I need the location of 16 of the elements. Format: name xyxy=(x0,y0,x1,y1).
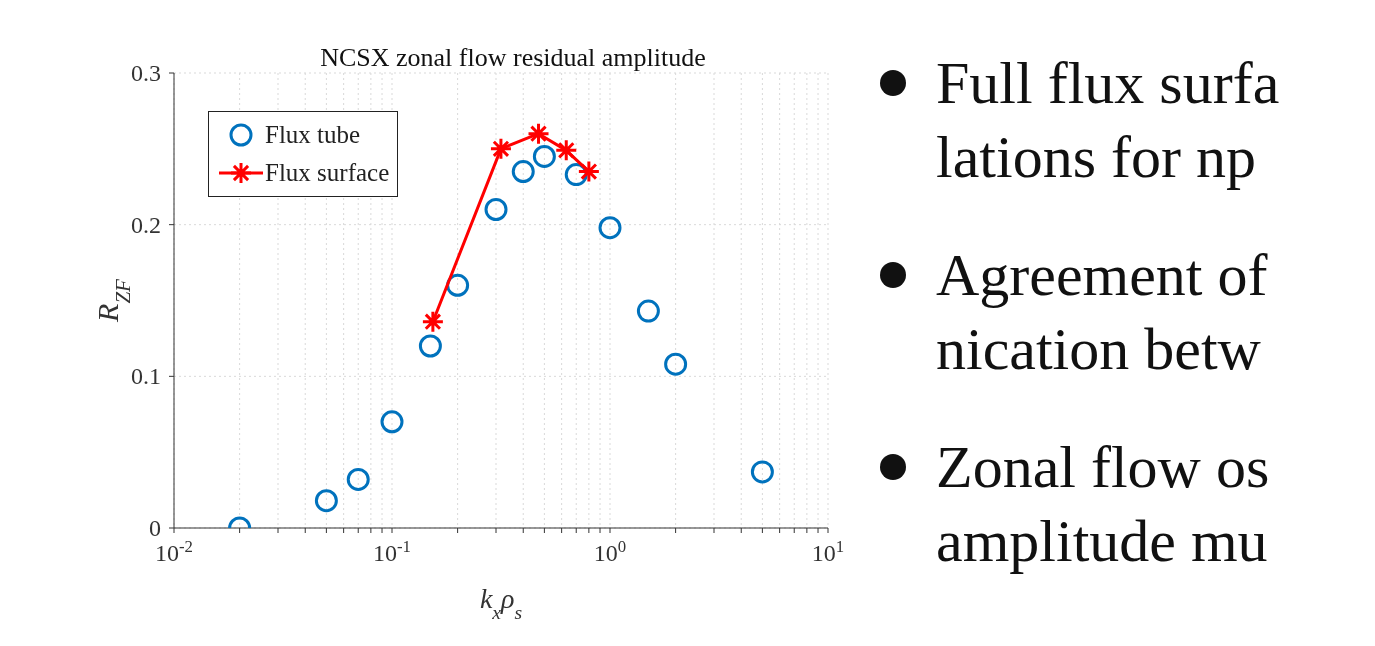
y-tick-label: 0.3 xyxy=(131,60,161,86)
legend-label: Flux tube xyxy=(265,120,361,150)
text: Full flux surfa xyxy=(936,49,1280,118)
text: nication betw xyxy=(936,315,1261,384)
legend-label: Flux surface xyxy=(265,158,390,188)
text: Agreement of xyxy=(936,241,1268,310)
text: lations for np xyxy=(936,123,1256,192)
text: amplitude mu xyxy=(936,507,1268,576)
x-tick-label: 10$^{0}$ xyxy=(593,536,627,566)
y-tick-label: 0.1 xyxy=(131,363,161,390)
text: Zonal flow os xyxy=(936,433,1270,502)
x-axis-title: k$_{x}$ρ$_{s}$ xyxy=(479,583,523,623)
chart-title: NCSX zonal flow residual amplitude xyxy=(320,43,706,72)
x-tick-label: 10$^{-1}$ xyxy=(373,536,411,566)
x-tick-label: 10$^{1}$ xyxy=(811,536,845,566)
y-tick-label: 0.2 xyxy=(131,211,161,238)
